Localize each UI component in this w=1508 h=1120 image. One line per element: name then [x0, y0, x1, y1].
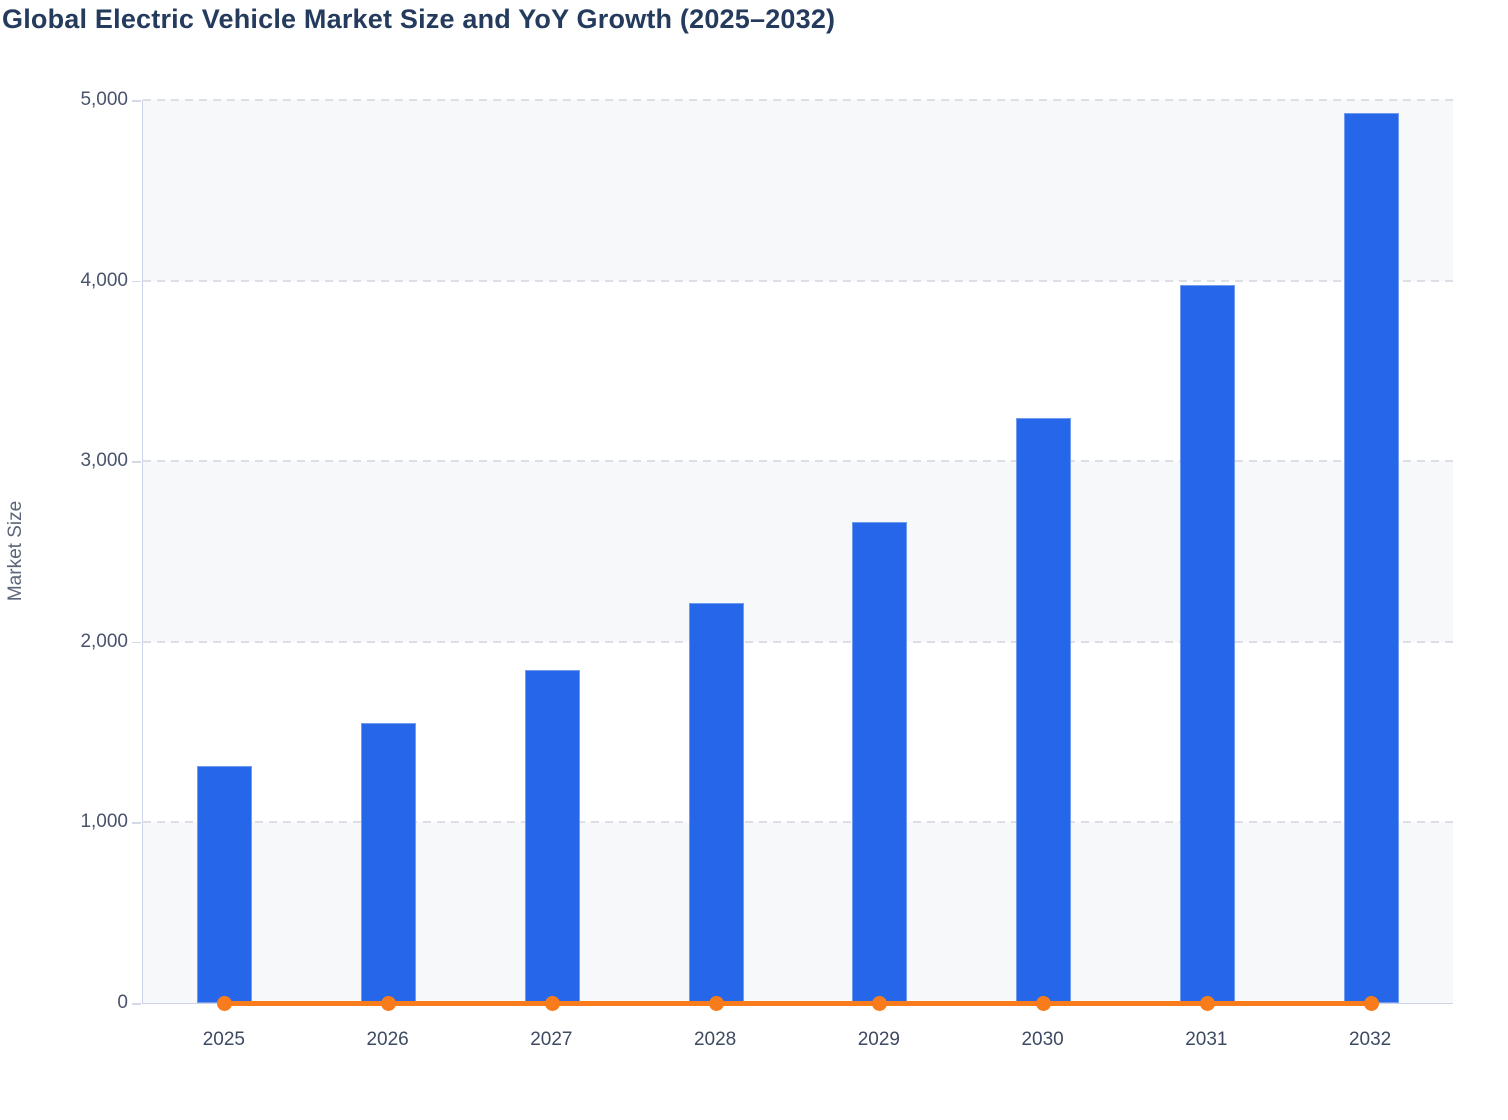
y-tick-label: 0	[117, 992, 128, 1013]
x-tick-label-2025: 2025	[202, 1029, 246, 1050]
x-tick-label-2031: 2031	[1185, 1029, 1228, 1050]
y-tick-label: 5,000	[80, 89, 128, 110]
plot-band	[143, 461, 1453, 642]
plot-band	[143, 822, 1453, 1003]
plot-area	[142, 99, 1453, 1011]
x-tick-label-2030: 2030	[1021, 1029, 1064, 1050]
x-tick-label-2029: 2029	[857, 1029, 901, 1050]
yoy-growth-line[interactable]	[216, 1000, 1380, 1006]
plot-band	[143, 280, 1453, 462]
x-tick-label-2026: 2026	[366, 1029, 409, 1050]
bar-2030[interactable]	[1016, 417, 1072, 1003]
yoy-marker-2025[interactable]	[217, 995, 233, 1011]
plot-band	[143, 100, 1453, 281]
y-axis-title: Market Size	[5, 500, 26, 602]
plot-band	[143, 641, 1453, 823]
gridline	[143, 460, 1453, 463]
bar-2032[interactable]	[1343, 112, 1399, 1003]
gridline	[143, 640, 1453, 643]
bar-2029[interactable]	[852, 521, 908, 1003]
y-tick-mark	[132, 641, 141, 644]
gridline	[143, 279, 1453, 282]
yoy-marker-2032[interactable]	[1363, 995, 1379, 1011]
bar-2026[interactable]	[361, 723, 417, 1003]
x-tick-label-2032: 2032	[1348, 1029, 1392, 1050]
y-tick-mark	[132, 100, 141, 102]
x-tick-label-2027: 2027	[530, 1029, 573, 1050]
chart-title: Global Electric Vehicle Market Size and …	[2, 4, 836, 34]
y-tick-mark	[132, 822, 141, 824]
y-tick-label: 1,000	[80, 811, 128, 833]
gridline	[143, 99, 1453, 101]
yoy-marker-2031[interactable]	[1199, 995, 1215, 1011]
bar-2025[interactable]	[197, 766, 253, 1003]
y-tick-label: 4,000	[80, 269, 128, 291]
yoy-marker-2029[interactable]	[872, 995, 888, 1011]
yoy-marker-2028[interactable]	[708, 995, 724, 1011]
bar-2028[interactable]	[688, 602, 744, 1003]
bar-2027[interactable]	[524, 669, 580, 1003]
yoy-marker-2026[interactable]	[381, 995, 397, 1011]
y-tick-label: 3,000	[80, 450, 128, 472]
y-tick-mark	[132, 1003, 141, 1005]
yoy-marker-2030[interactable]	[1036, 995, 1052, 1011]
yoy-marker-2027[interactable]	[544, 995, 560, 1011]
y-tick-label: 2,000	[80, 630, 128, 652]
y-tick-mark	[132, 280, 141, 283]
y-tick-mark	[132, 461, 141, 463]
gridline	[143, 821, 1453, 824]
bar-2031[interactable]	[1179, 285, 1235, 1003]
x-tick-label-2028: 2028	[693, 1029, 737, 1050]
